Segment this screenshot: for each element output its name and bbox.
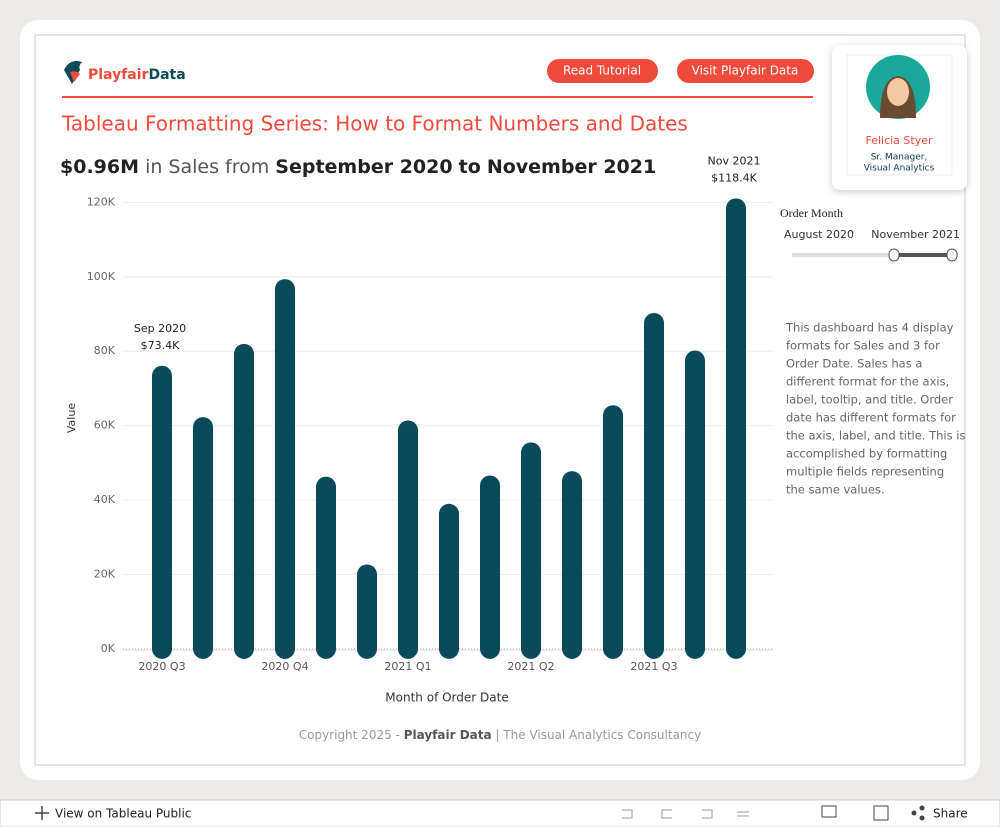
button[interactable] xyxy=(677,59,814,83)
x-tick-label: 2021 Q3 xyxy=(630,660,677,673)
y-tick-label: 60K xyxy=(94,419,116,432)
subtitle-part: November 2021 xyxy=(487,156,656,178)
x-tick-label: 2020 Q4 xyxy=(261,660,308,673)
y-tick-label: 100K xyxy=(87,270,116,283)
bar xyxy=(685,350,705,659)
subtitle-part: September 2020 xyxy=(275,156,452,178)
description-line: the same values. xyxy=(786,483,885,497)
slider-handle[interactable] xyxy=(946,248,958,262)
subtitle: $0.96M in Sales from September 2020 to N… xyxy=(60,156,656,178)
footer: Copyright 2025 - Playfair Data | The Vis… xyxy=(299,728,702,742)
bar xyxy=(234,343,254,659)
subtitle-part: $0.96M xyxy=(60,156,139,178)
footer-brand: Playfair Data xyxy=(404,728,492,742)
bar-label-date: Sep 2020 xyxy=(134,322,186,335)
description-line: This dashboard has 4 display xyxy=(785,321,954,335)
description-line: multiple fields representing xyxy=(786,465,944,479)
description-line: label, tooltip, and title. Order xyxy=(786,393,953,407)
footer-part: | The Visual Analytics Consultancy xyxy=(495,728,701,742)
bar xyxy=(480,475,500,659)
fullscreen-icon[interactable] xyxy=(873,805,889,821)
bar xyxy=(603,405,623,659)
button[interactable] xyxy=(547,59,658,83)
share-icon[interactable] xyxy=(911,805,925,821)
filter-end: November 2021 xyxy=(871,228,960,241)
bar xyxy=(562,471,582,659)
download-icon[interactable] xyxy=(821,805,837,818)
button-label[interactable]: Visit Playfair Data xyxy=(692,64,799,78)
bar xyxy=(316,476,336,659)
bar xyxy=(193,417,213,659)
footer-part: Copyright 2025 - xyxy=(299,728,400,742)
y-tick-label: 120K xyxy=(87,195,116,208)
card-border xyxy=(34,34,966,766)
filter-start: August 2020 xyxy=(784,228,854,241)
bar xyxy=(357,564,377,659)
y-tick-label: 80K xyxy=(94,344,116,357)
profile-name: Felicia Styer xyxy=(865,134,933,147)
x-tick-label: 2021 Q1 xyxy=(384,660,431,673)
x-tick-label: 2020 Q3 xyxy=(138,660,185,673)
bar xyxy=(439,503,459,659)
logo-brand2: Data xyxy=(148,67,185,83)
toolbar-icons xyxy=(622,809,749,819)
description-line: accomplished by formatting xyxy=(786,447,947,461)
logo-brand: Playfair xyxy=(88,67,149,83)
button-label[interactable]: Read Tutorial xyxy=(563,64,641,78)
tableau-icon[interactable] xyxy=(35,806,49,820)
x-tick-label: 2021 Q2 xyxy=(507,660,554,673)
share-label[interactable]: Share xyxy=(933,807,968,821)
logo-wing xyxy=(70,71,80,82)
x-axis-title: Month of Order Date xyxy=(385,691,508,705)
avatar-face xyxy=(887,78,909,106)
description: This dashboard has 4 display formats for … xyxy=(785,321,965,497)
y-tick-label: 40K xyxy=(94,493,116,506)
description-line: different format for the axis, xyxy=(786,375,949,389)
bar xyxy=(398,420,418,659)
bar xyxy=(521,442,541,659)
description-line: formats for Sales and 3 for xyxy=(786,339,940,353)
logo-text: PlayfairData xyxy=(88,67,186,83)
y-tick-label: 20K xyxy=(94,567,116,580)
profile-role: Sr. Manager, xyxy=(871,153,928,163)
toolbar xyxy=(0,799,1000,827)
profile-role: Visual Analytics xyxy=(864,164,935,174)
bar xyxy=(275,279,295,659)
bar xyxy=(726,198,746,659)
bar-label-date: Nov 2021 xyxy=(708,154,761,167)
description-line: date has different formats for xyxy=(786,411,956,425)
subtitle-part: in Sales from xyxy=(145,156,269,178)
bar xyxy=(152,365,172,659)
description-line: Order Date. Sales has a xyxy=(786,357,922,371)
view-link[interactable]: View on Tableau Public xyxy=(55,807,191,821)
description-line: the axis, label, and title. This is xyxy=(786,429,965,443)
title: Tableau Formatting Series: How to Format… xyxy=(61,112,688,136)
bar-label-value: $118.4K xyxy=(711,171,757,184)
y-tick-label: 0K xyxy=(101,642,116,655)
slider-handle[interactable] xyxy=(888,248,900,262)
bar-label-value: $73.4K xyxy=(141,339,180,352)
y-axis-title: Value xyxy=(65,403,78,433)
bar xyxy=(644,312,664,659)
filter-title: Order Month xyxy=(780,206,843,220)
subtitle-part: to xyxy=(459,156,481,178)
